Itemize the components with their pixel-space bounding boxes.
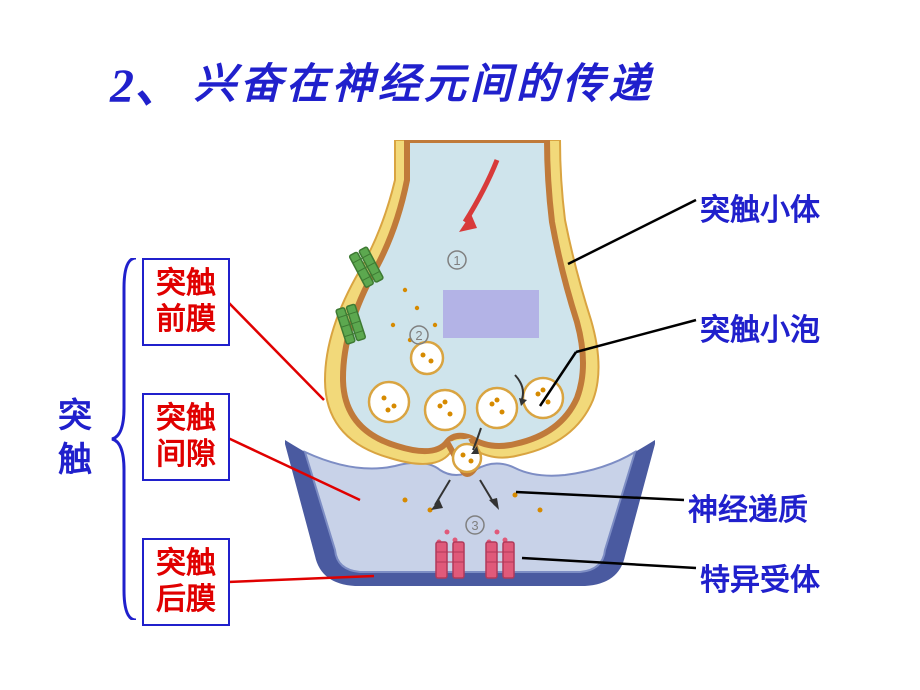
label-presynaptic: 突触 前膜: [142, 258, 230, 346]
label-cleft-line1: 突触: [156, 401, 216, 437]
label-cleft-line2: 间隙: [156, 437, 216, 473]
label-receptor: 特异受体: [700, 555, 820, 599]
label-postsynaptic-line2: 后膜: [156, 582, 216, 618]
label-postsynaptic: 突触 后膜: [142, 538, 230, 626]
label-cleft: 突触 间隙: [142, 393, 230, 481]
label-presynaptic-line1: 突触: [156, 266, 216, 302]
label-synaptic-knob: 突触小体: [700, 185, 820, 229]
label-postsynaptic-line1: 突触: [156, 546, 216, 582]
label-synaptic-vesicle: 突触小泡: [700, 305, 820, 349]
brace-icon: [110, 258, 140, 620]
brace-label: 突 触: [58, 395, 92, 483]
label-neurotransmitter: 神经递质: [688, 485, 808, 529]
label-presynaptic-line2: 前膜: [156, 302, 216, 338]
